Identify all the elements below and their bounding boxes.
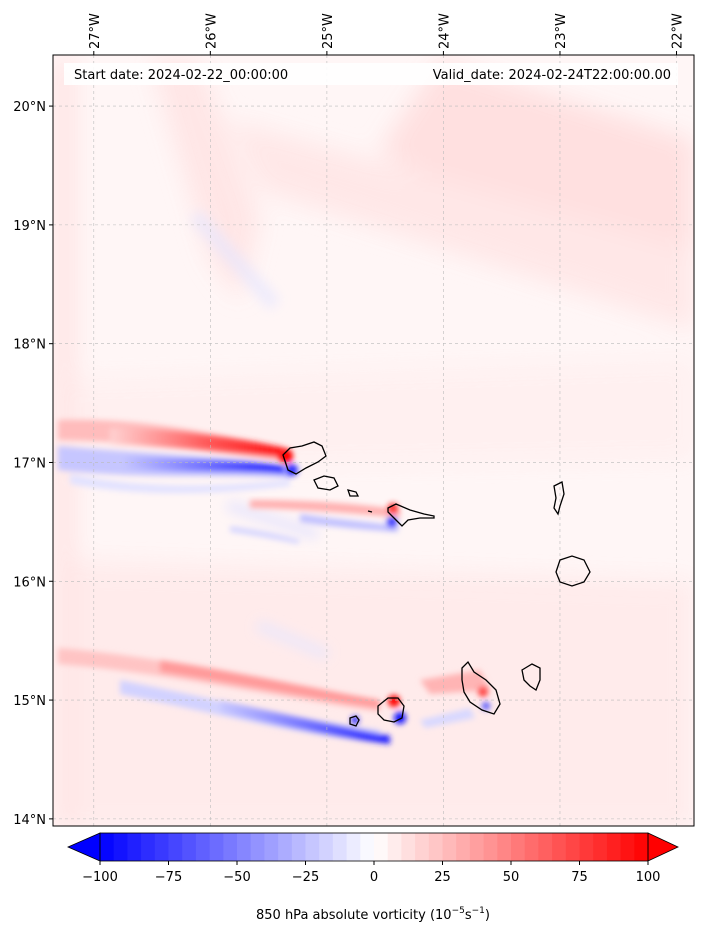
colorbar-tick-label: 100 bbox=[636, 870, 661, 885]
colorbar-swatch bbox=[141, 833, 156, 861]
colorbar-swatch bbox=[250, 833, 265, 861]
colorbar-swatch bbox=[332, 833, 348, 861]
island-fogo bbox=[377, 697, 405, 723]
lat-tick-label: 14°N bbox=[13, 813, 46, 828]
colorbar-swatch bbox=[497, 833, 512, 861]
colorbar-label: 850 hPa absolute vorticity (10−5s−1) bbox=[256, 906, 490, 923]
island-santo-antao bbox=[282, 441, 327, 475]
valid-date: Valid_date: 2024-02-24T22:00:00.00 bbox=[433, 68, 671, 83]
colorbar-swatch bbox=[154, 833, 169, 861]
colorbar-swatch bbox=[237, 833, 252, 861]
island-sal bbox=[553, 481, 565, 516]
island-santiago bbox=[461, 660, 501, 715]
colorbar-tick-label: 75 bbox=[571, 870, 588, 885]
colorbar-swatch bbox=[182, 833, 197, 861]
colorbar-swatch bbox=[606, 833, 622, 861]
colorbar-extend-high bbox=[647, 832, 679, 862]
colorbar-tick-label: 0 bbox=[370, 870, 378, 885]
colorbar bbox=[67, 832, 679, 862]
lon-tick-label: 24°W bbox=[437, 13, 452, 49]
longitude-ticks: 27°W 26°W 25°W 24°W 23°W 22°W bbox=[88, 13, 686, 55]
colorbar-swatch bbox=[374, 833, 389, 861]
island-brava bbox=[349, 715, 360, 727]
vorticity-field bbox=[53, 55, 694, 826]
colorbar-swatch bbox=[113, 833, 128, 861]
colorbar-swatch bbox=[127, 833, 142, 861]
colorbar-swatch bbox=[620, 833, 635, 861]
lon-tick-label: 22°W bbox=[671, 13, 686, 49]
header-band bbox=[64, 63, 678, 85]
lat-tick-label: 16°N bbox=[13, 575, 46, 590]
colorbar-swatch bbox=[634, 833, 649, 861]
colorbar-swatch bbox=[456, 833, 471, 861]
colorbar-swatch bbox=[538, 833, 553, 861]
colorbar-extend-low bbox=[67, 832, 101, 862]
lon-tick-label: 23°W bbox=[554, 13, 569, 49]
colorbar-swatch bbox=[593, 833, 608, 861]
island-santa-luzia bbox=[347, 489, 360, 497]
coastlines bbox=[282, 441, 591, 727]
colorbar-swatch bbox=[195, 833, 211, 861]
colorbar-tick-label: −25 bbox=[292, 870, 319, 885]
colorbar-swatch bbox=[278, 833, 293, 861]
colorbar-swatch bbox=[579, 833, 594, 861]
map-frame bbox=[52, 54, 695, 827]
colorbar-swatch bbox=[264, 833, 279, 861]
colorbar-swatch bbox=[223, 833, 238, 861]
lat-tick-label: 19°N bbox=[13, 219, 46, 234]
lon-tick-label: 27°W bbox=[88, 13, 103, 49]
colorbar-swatch bbox=[483, 833, 498, 861]
colorbar-tick-label: 50 bbox=[503, 870, 520, 885]
colorbar-swatch bbox=[100, 833, 115, 861]
colorbar-tick-label: 25 bbox=[434, 870, 451, 885]
lat-tick-label: 20°N bbox=[13, 100, 46, 115]
colorbar-swatch bbox=[428, 833, 443, 861]
colorbar-swatch bbox=[524, 833, 539, 861]
colorbar-swatch bbox=[552, 833, 567, 861]
colorbar-swatch bbox=[346, 833, 361, 861]
colorbar-swatch bbox=[360, 833, 375, 861]
island-boa-vista bbox=[555, 555, 591, 587]
colorbar-swatch bbox=[168, 833, 183, 861]
colorbar-ticks: −100 −75 −50 −25 0 25 50 75 100 bbox=[82, 861, 660, 885]
colorbar-swatch bbox=[209, 833, 224, 861]
latitude-ticks: 20°N 19°N 18°N 17°N 16°N 15°N 14°N bbox=[13, 100, 53, 828]
lon-tick-label: 26°W bbox=[204, 13, 219, 49]
lat-tick-label: 18°N bbox=[13, 338, 46, 353]
island-sao-vicente bbox=[313, 475, 339, 491]
colorbar-swatch bbox=[291, 833, 306, 861]
colorbar-swatch bbox=[511, 833, 526, 861]
island-maio bbox=[521, 663, 541, 691]
gridlines bbox=[53, 55, 694, 826]
colorbar-swatch bbox=[401, 833, 416, 861]
colorbar-swatch bbox=[469, 833, 485, 861]
colorbar-swatch bbox=[387, 833, 402, 861]
colorbar-tick-label: −75 bbox=[155, 870, 182, 885]
lon-tick-label: 25°W bbox=[321, 13, 336, 49]
colorbar-tick-label: −50 bbox=[223, 870, 250, 885]
colorbar-swatch bbox=[442, 833, 457, 861]
colorbar-swatch bbox=[305, 833, 320, 861]
colorbar-tick-label: −100 bbox=[82, 870, 118, 885]
colorbar-swatch bbox=[415, 833, 430, 861]
start-date: Start date: 2024-02-22_00:00:00 bbox=[74, 68, 288, 83]
lat-tick-label: 15°N bbox=[13, 694, 46, 709]
colorbar-swatch bbox=[565, 833, 580, 861]
lat-tick-label: 17°N bbox=[13, 456, 46, 471]
colorbar-swatch bbox=[319, 833, 334, 861]
island-sao-nicolau bbox=[367, 503, 435, 527]
